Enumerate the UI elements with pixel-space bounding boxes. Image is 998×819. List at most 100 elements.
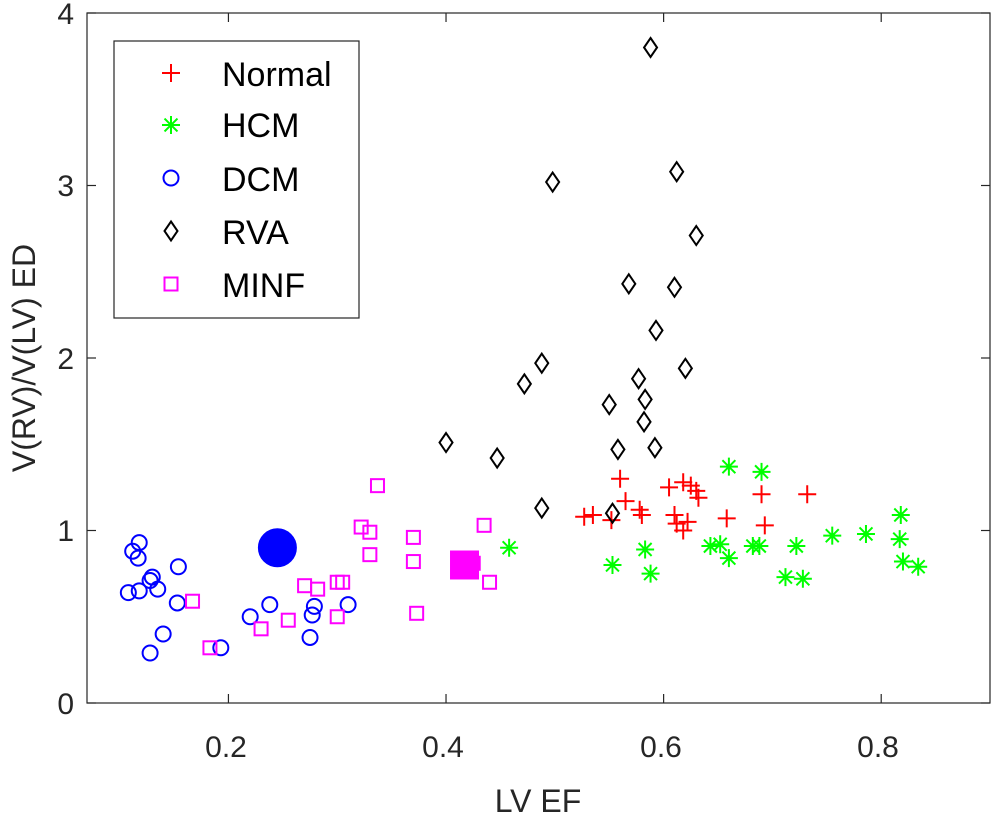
data-point-dcm xyxy=(305,597,323,615)
data-point-hcm xyxy=(787,537,806,556)
highlight-point-minf xyxy=(450,550,480,580)
data-point-minf xyxy=(310,581,326,597)
data-point-normal xyxy=(674,473,693,492)
data-point-hcm xyxy=(641,564,660,583)
data-point-rva xyxy=(668,160,685,183)
data-point-hcm xyxy=(750,537,769,556)
y-axis-label: V(RV)/V(LV) ED xyxy=(6,244,42,472)
data-point-minf xyxy=(280,612,296,628)
data-point-rva xyxy=(621,272,637,296)
data-point-hcm xyxy=(636,540,655,559)
data-point-rva xyxy=(489,446,505,470)
data-point-dcm xyxy=(241,608,259,626)
data-point-hcm xyxy=(776,568,795,587)
data-point-hcm xyxy=(891,505,910,524)
data-point-dcm xyxy=(212,639,230,657)
data-point-hcm xyxy=(823,526,842,545)
data-point-normal xyxy=(674,521,693,540)
axis-ticks xyxy=(87,12,990,704)
x-tick-labels: 0.2 0.4 0.6 0.8 xyxy=(205,731,899,764)
highlight-point-dcm xyxy=(257,528,297,568)
y-tick-label: 1 xyxy=(57,515,74,548)
series-normal xyxy=(575,469,817,540)
data-point-dcm xyxy=(149,580,167,598)
data-point-dcm xyxy=(169,558,187,576)
data-point-rva xyxy=(544,170,561,194)
series-rva xyxy=(438,36,704,525)
data-point-hcm xyxy=(719,457,738,476)
legend-marker-hcm xyxy=(162,116,180,134)
legend-label-normal: Normal xyxy=(222,56,332,94)
data-point-normal xyxy=(632,505,651,524)
data-point-hcm xyxy=(890,530,909,549)
data-point-normal xyxy=(752,485,771,504)
x-tick-label: 0.4 xyxy=(422,731,464,764)
data-point-minf xyxy=(253,621,269,637)
legend-markers xyxy=(162,64,180,292)
legend-label-dcm: DCM xyxy=(222,161,299,199)
data-point-normal xyxy=(798,485,817,504)
y-tick-labels: 0 1 2 3 4 xyxy=(57,0,74,721)
legend-marker-normal xyxy=(162,64,180,82)
data-point-dcm xyxy=(119,584,137,602)
data-point-minf xyxy=(476,517,492,533)
data-point-hcm xyxy=(752,462,771,481)
data-point-minf xyxy=(405,554,421,570)
data-point-rva xyxy=(636,410,652,434)
data-point-rva xyxy=(637,388,653,411)
data-point-dcm xyxy=(339,596,357,614)
data-point-dcm xyxy=(130,582,148,600)
series-minf xyxy=(185,478,498,656)
legend-marker-rva xyxy=(163,219,179,243)
data-point-normal xyxy=(678,512,697,531)
y-tick-label: 3 xyxy=(57,170,74,203)
data-point-normal xyxy=(717,509,736,528)
x-axis-label: LV EF xyxy=(495,783,582,819)
data-point-minf xyxy=(409,605,425,621)
legend-label-rva: RVA xyxy=(222,214,289,252)
data-point-hcm xyxy=(893,552,912,571)
data-point-minf xyxy=(405,529,421,545)
series-dcm xyxy=(119,534,357,662)
data-point-hcm xyxy=(909,557,928,576)
data-point-normal xyxy=(665,505,684,524)
legend-marker-minf xyxy=(163,276,179,292)
data-point-rva xyxy=(516,372,533,396)
highlighted-points xyxy=(257,528,480,580)
data-point-normal xyxy=(611,469,630,488)
data-point-minf xyxy=(362,547,378,563)
data-point-dcm xyxy=(303,606,321,624)
data-point-rva xyxy=(647,436,663,459)
data-point-normal xyxy=(583,505,602,524)
data-point-hcm xyxy=(603,556,622,574)
data-point-minf xyxy=(362,524,378,540)
data-point-minf xyxy=(185,593,201,609)
data-point-hcm xyxy=(711,535,730,554)
data-point-hcm xyxy=(719,549,738,568)
y-tick-label: 0 xyxy=(57,688,74,721)
data-point-dcm xyxy=(301,628,319,646)
data-points xyxy=(119,36,928,662)
data-point-dcm xyxy=(168,594,186,612)
data-point-normal xyxy=(755,516,774,535)
data-point-minf xyxy=(329,609,345,625)
data-point-minf xyxy=(353,519,369,535)
legend-marker-dcm xyxy=(162,169,180,187)
legend-box xyxy=(113,40,360,319)
data-point-rva xyxy=(677,357,694,380)
data-point-rva xyxy=(688,224,704,247)
data-point-dcm xyxy=(261,596,279,614)
data-point-hcm xyxy=(500,538,519,557)
data-point-hcm xyxy=(793,569,812,588)
x-tick-label: 0.2 xyxy=(205,731,247,764)
series-hcm xyxy=(500,457,928,588)
data-point-normal xyxy=(689,488,708,507)
legend-label-minf: MINF xyxy=(222,267,305,305)
data-point-dcm xyxy=(154,625,172,643)
data-point-rva xyxy=(601,393,617,416)
data-point-rva xyxy=(610,438,626,461)
data-point-rva xyxy=(648,319,664,342)
legend-label-hcm: HCM xyxy=(222,107,299,145)
x-tick-label: 0.8 xyxy=(857,731,899,764)
